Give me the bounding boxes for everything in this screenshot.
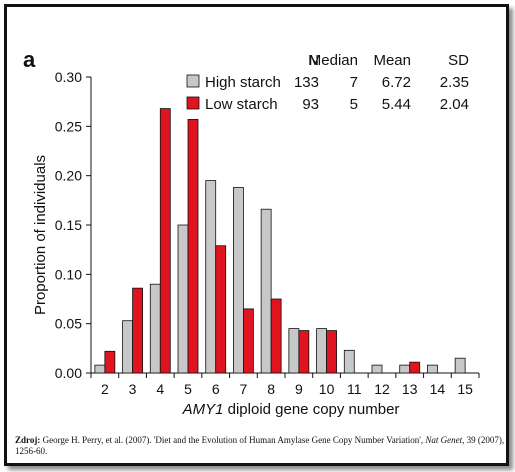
bar-low-starch	[326, 330, 337, 374]
legend-cell: 2.04	[440, 96, 469, 113]
bar-high-starch	[177, 224, 189, 374]
bar-low-starch	[409, 361, 421, 374]
bar-low-starch	[215, 245, 227, 374]
bar-high-starch	[399, 364, 411, 374]
x-tick-label: 10	[319, 381, 335, 397]
x-tick-label: 5	[184, 381, 192, 397]
legend-cell: 7	[350, 74, 358, 91]
bar-high-starch	[427, 364, 438, 374]
bar-low-starch	[270, 298, 282, 374]
source-journal: Nat Genet	[425, 435, 463, 445]
x-tick-label: 6	[212, 381, 220, 397]
legend-cell: 5.44	[382, 96, 411, 113]
bar-chart: 0.00 0.05 0.10 0.15 0.20 0.25 0.30 2 3 4 5 6 7 8 9 10 11…	[23, 47, 480, 418]
legend-header: Median	[309, 52, 358, 69]
legend-cell: 133	[294, 74, 319, 91]
bar-low-starch	[243, 308, 254, 374]
bar-low-starch	[187, 119, 199, 374]
legend-header: N	[308, 52, 319, 69]
legend-swatch-high-starch	[186, 74, 200, 88]
legend-cell: 5	[350, 96, 358, 113]
y-tick-label: 0.10	[55, 266, 82, 282]
x-tick-label: 14	[430, 381, 446, 397]
bar-high-starch	[260, 208, 272, 374]
x-tick-label: 7	[240, 381, 248, 397]
x-tick-label: 13	[402, 381, 418, 397]
y-tick-label: 0.00	[55, 365, 82, 381]
legend-label: High starch	[205, 74, 281, 91]
source-text-1: George H. Perry, et al. (2007). 'Diet an…	[40, 435, 426, 445]
bar-high-starch	[149, 283, 161, 374]
source-text-2: , 39 (2007), 1256-60.	[15, 435, 505, 456]
x-tick-label: 4	[156, 381, 164, 397]
legend-header: SD	[448, 52, 469, 69]
bar-low-starch	[104, 350, 116, 374]
y-tick-label: 0.20	[55, 168, 82, 184]
bar-high-starch	[454, 357, 466, 374]
bar-high-starch	[122, 320, 133, 374]
legend-cell: 93	[302, 96, 319, 113]
bar-high-starch	[233, 187, 244, 374]
x-axis-title: AMY1 diploid gene copy number	[182, 401, 400, 418]
figure-frame: 0.00 0.05 0.10 0.15 0.20 0.25 0.30 2 3 4 5 6 7 8 9 10 11…	[4, 4, 509, 466]
bar-high-starch	[316, 328, 327, 374]
x-tick-label: 15	[457, 381, 473, 397]
legend-swatch-low-starch	[186, 96, 200, 110]
bar-low-starch	[132, 287, 143, 374]
x-tick-label: 2	[101, 381, 109, 397]
x-tick-label: 11	[347, 381, 362, 397]
legend-label: Low starch	[205, 96, 278, 113]
y-axis-title: Proportion of individuals	[32, 155, 49, 315]
legend-cell: 6.72	[382, 74, 411, 91]
bar-high-starch	[343, 349, 355, 374]
bar-low-starch	[298, 330, 310, 374]
legend-header: Mean	[373, 52, 411, 69]
x-tick-label: 8	[267, 381, 275, 397]
bar-high-starch	[371, 364, 383, 374]
y-tick-label: 0.05	[55, 316, 82, 332]
y-tick-label: 0.15	[55, 217, 82, 233]
source-citation: Zdroj: George H. Perry, et al. (2007). '…	[15, 435, 505, 457]
bar-high-starch	[94, 364, 106, 374]
bar-high-starch	[205, 180, 217, 374]
x-tick-label: 9	[295, 381, 303, 397]
panel-letter: a	[23, 47, 36, 72]
bar-low-starch	[159, 108, 171, 374]
x-axis-title-rest: diploid gene copy number	[223, 401, 399, 418]
y-tick-label: 0.25	[55, 118, 82, 134]
legend-cell: 2.35	[440, 74, 469, 91]
bar-high-starch	[288, 328, 300, 374]
x-axis-title-gene: AMY1	[182, 401, 224, 418]
y-tick-label: 0.30	[55, 69, 82, 85]
x-tick-label: 3	[129, 381, 137, 397]
x-tick-label: 12	[374, 381, 390, 397]
source-label: Zdroj:	[15, 435, 41, 445]
